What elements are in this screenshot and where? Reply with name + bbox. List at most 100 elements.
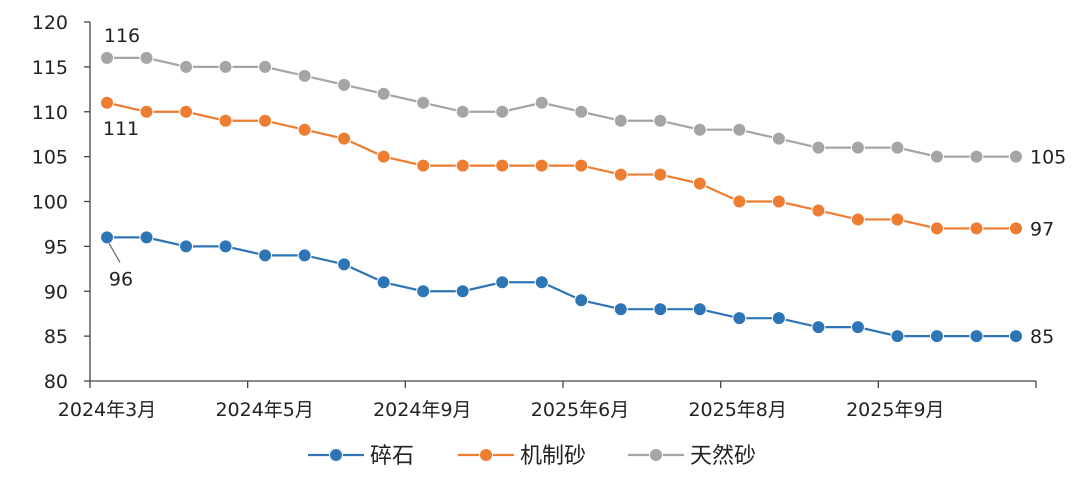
data-point <box>218 239 233 254</box>
data-point <box>613 167 628 182</box>
data-point <box>811 320 826 335</box>
data-point <box>179 239 194 254</box>
data-label: 96 <box>109 268 133 290</box>
data-point <box>771 194 786 209</box>
data-label: 105 <box>1030 147 1066 169</box>
series-line <box>107 236 1016 338</box>
x-tick-label: 2025年9月 <box>846 399 944 421</box>
data-point <box>850 140 865 155</box>
data-point <box>534 158 549 173</box>
x-tick-label: 2024年9月 <box>373 399 471 421</box>
data-point <box>574 104 589 119</box>
legend-item: 天然砂 <box>628 444 756 469</box>
y-tick-label: 115 <box>32 57 68 79</box>
data-point <box>692 122 707 137</box>
data-point <box>100 230 114 245</box>
data-point <box>890 140 905 155</box>
data-point <box>139 50 154 65</box>
data-point <box>969 221 984 236</box>
data-point <box>297 122 312 137</box>
data-point <box>100 50 114 65</box>
label-leader-line <box>108 243 121 263</box>
data-point <box>1009 221 1023 236</box>
data-point <box>218 113 233 128</box>
data-point <box>337 77 352 92</box>
data-point <box>969 329 984 344</box>
data-point <box>455 284 470 299</box>
data-point <box>179 59 194 74</box>
data-point <box>258 248 273 263</box>
data-point <box>297 248 312 263</box>
series-layer <box>100 50 1023 344</box>
series-line <box>106 101 1016 230</box>
data-point <box>495 104 510 119</box>
data-point <box>534 275 549 290</box>
y-tick-label: 100 <box>32 192 68 214</box>
data-point <box>929 149 944 164</box>
legend-swatch-marker <box>329 448 343 462</box>
data-point <box>258 113 273 128</box>
data-point <box>574 293 589 308</box>
data-point <box>100 95 114 110</box>
data-point <box>376 149 391 164</box>
y-tick-label: 85 <box>44 326 68 348</box>
data-point <box>653 167 668 182</box>
data-point <box>416 158 431 173</box>
y-tick-label: 105 <box>32 147 68 169</box>
data-point <box>534 95 549 110</box>
data-point <box>653 302 668 317</box>
data-point <box>337 131 352 146</box>
data-label: 85 <box>1030 326 1054 348</box>
legend-item: 机制砂 <box>458 444 586 469</box>
data-label: 111 <box>103 118 139 140</box>
data-point <box>890 329 905 344</box>
x-tick-label: 2024年3月 <box>58 399 156 421</box>
data-point <box>455 104 470 119</box>
y-tick-label: 80 <box>44 371 68 393</box>
data-point <box>1009 329 1023 344</box>
data-point <box>771 131 786 146</box>
legend-swatch-marker <box>479 448 493 462</box>
data-point <box>416 284 431 299</box>
y-tick-label: 110 <box>32 102 68 124</box>
data-point <box>179 104 194 119</box>
data-point <box>929 221 944 236</box>
data-point <box>811 203 826 218</box>
data-point <box>258 59 273 74</box>
data-point <box>613 113 628 128</box>
data-point <box>218 59 233 74</box>
legend-swatch-marker <box>649 448 663 462</box>
data-point <box>416 95 431 110</box>
data-point <box>337 257 352 272</box>
data-point <box>613 302 628 317</box>
data-point <box>771 311 786 326</box>
y-tick-label: 95 <box>44 236 68 258</box>
data-labels: 116 111 96 105 97 85 <box>103 25 1066 348</box>
data-label: 97 <box>1030 218 1054 240</box>
data-point <box>1009 149 1023 164</box>
data-point <box>653 113 668 128</box>
series-0 <box>100 230 1023 344</box>
data-point <box>376 86 391 101</box>
data-point <box>732 194 747 209</box>
data-label: 116 <box>104 25 140 47</box>
x-tick-label: 2024年5月 <box>215 399 313 421</box>
data-point <box>692 302 707 317</box>
legend-label: 机制砂 <box>520 444 586 469</box>
axes: 80 85 90 95 100 105 110 115 120 2024年3月 2024年5月 202… <box>32 12 1037 421</box>
data-point <box>890 212 905 227</box>
data-point <box>495 158 510 173</box>
data-point <box>297 68 312 83</box>
legend-label: 碎石 <box>370 444 414 469</box>
legend: 碎石 机制砂 天然砂 <box>308 444 756 469</box>
data-point <box>692 176 707 191</box>
data-point <box>850 212 865 227</box>
y-tick-label: 120 <box>32 12 68 34</box>
data-point <box>811 140 826 155</box>
data-point <box>732 122 747 137</box>
data-point <box>455 158 470 173</box>
series-2 <box>100 50 1023 164</box>
data-point <box>495 275 510 290</box>
data-point <box>929 329 944 344</box>
